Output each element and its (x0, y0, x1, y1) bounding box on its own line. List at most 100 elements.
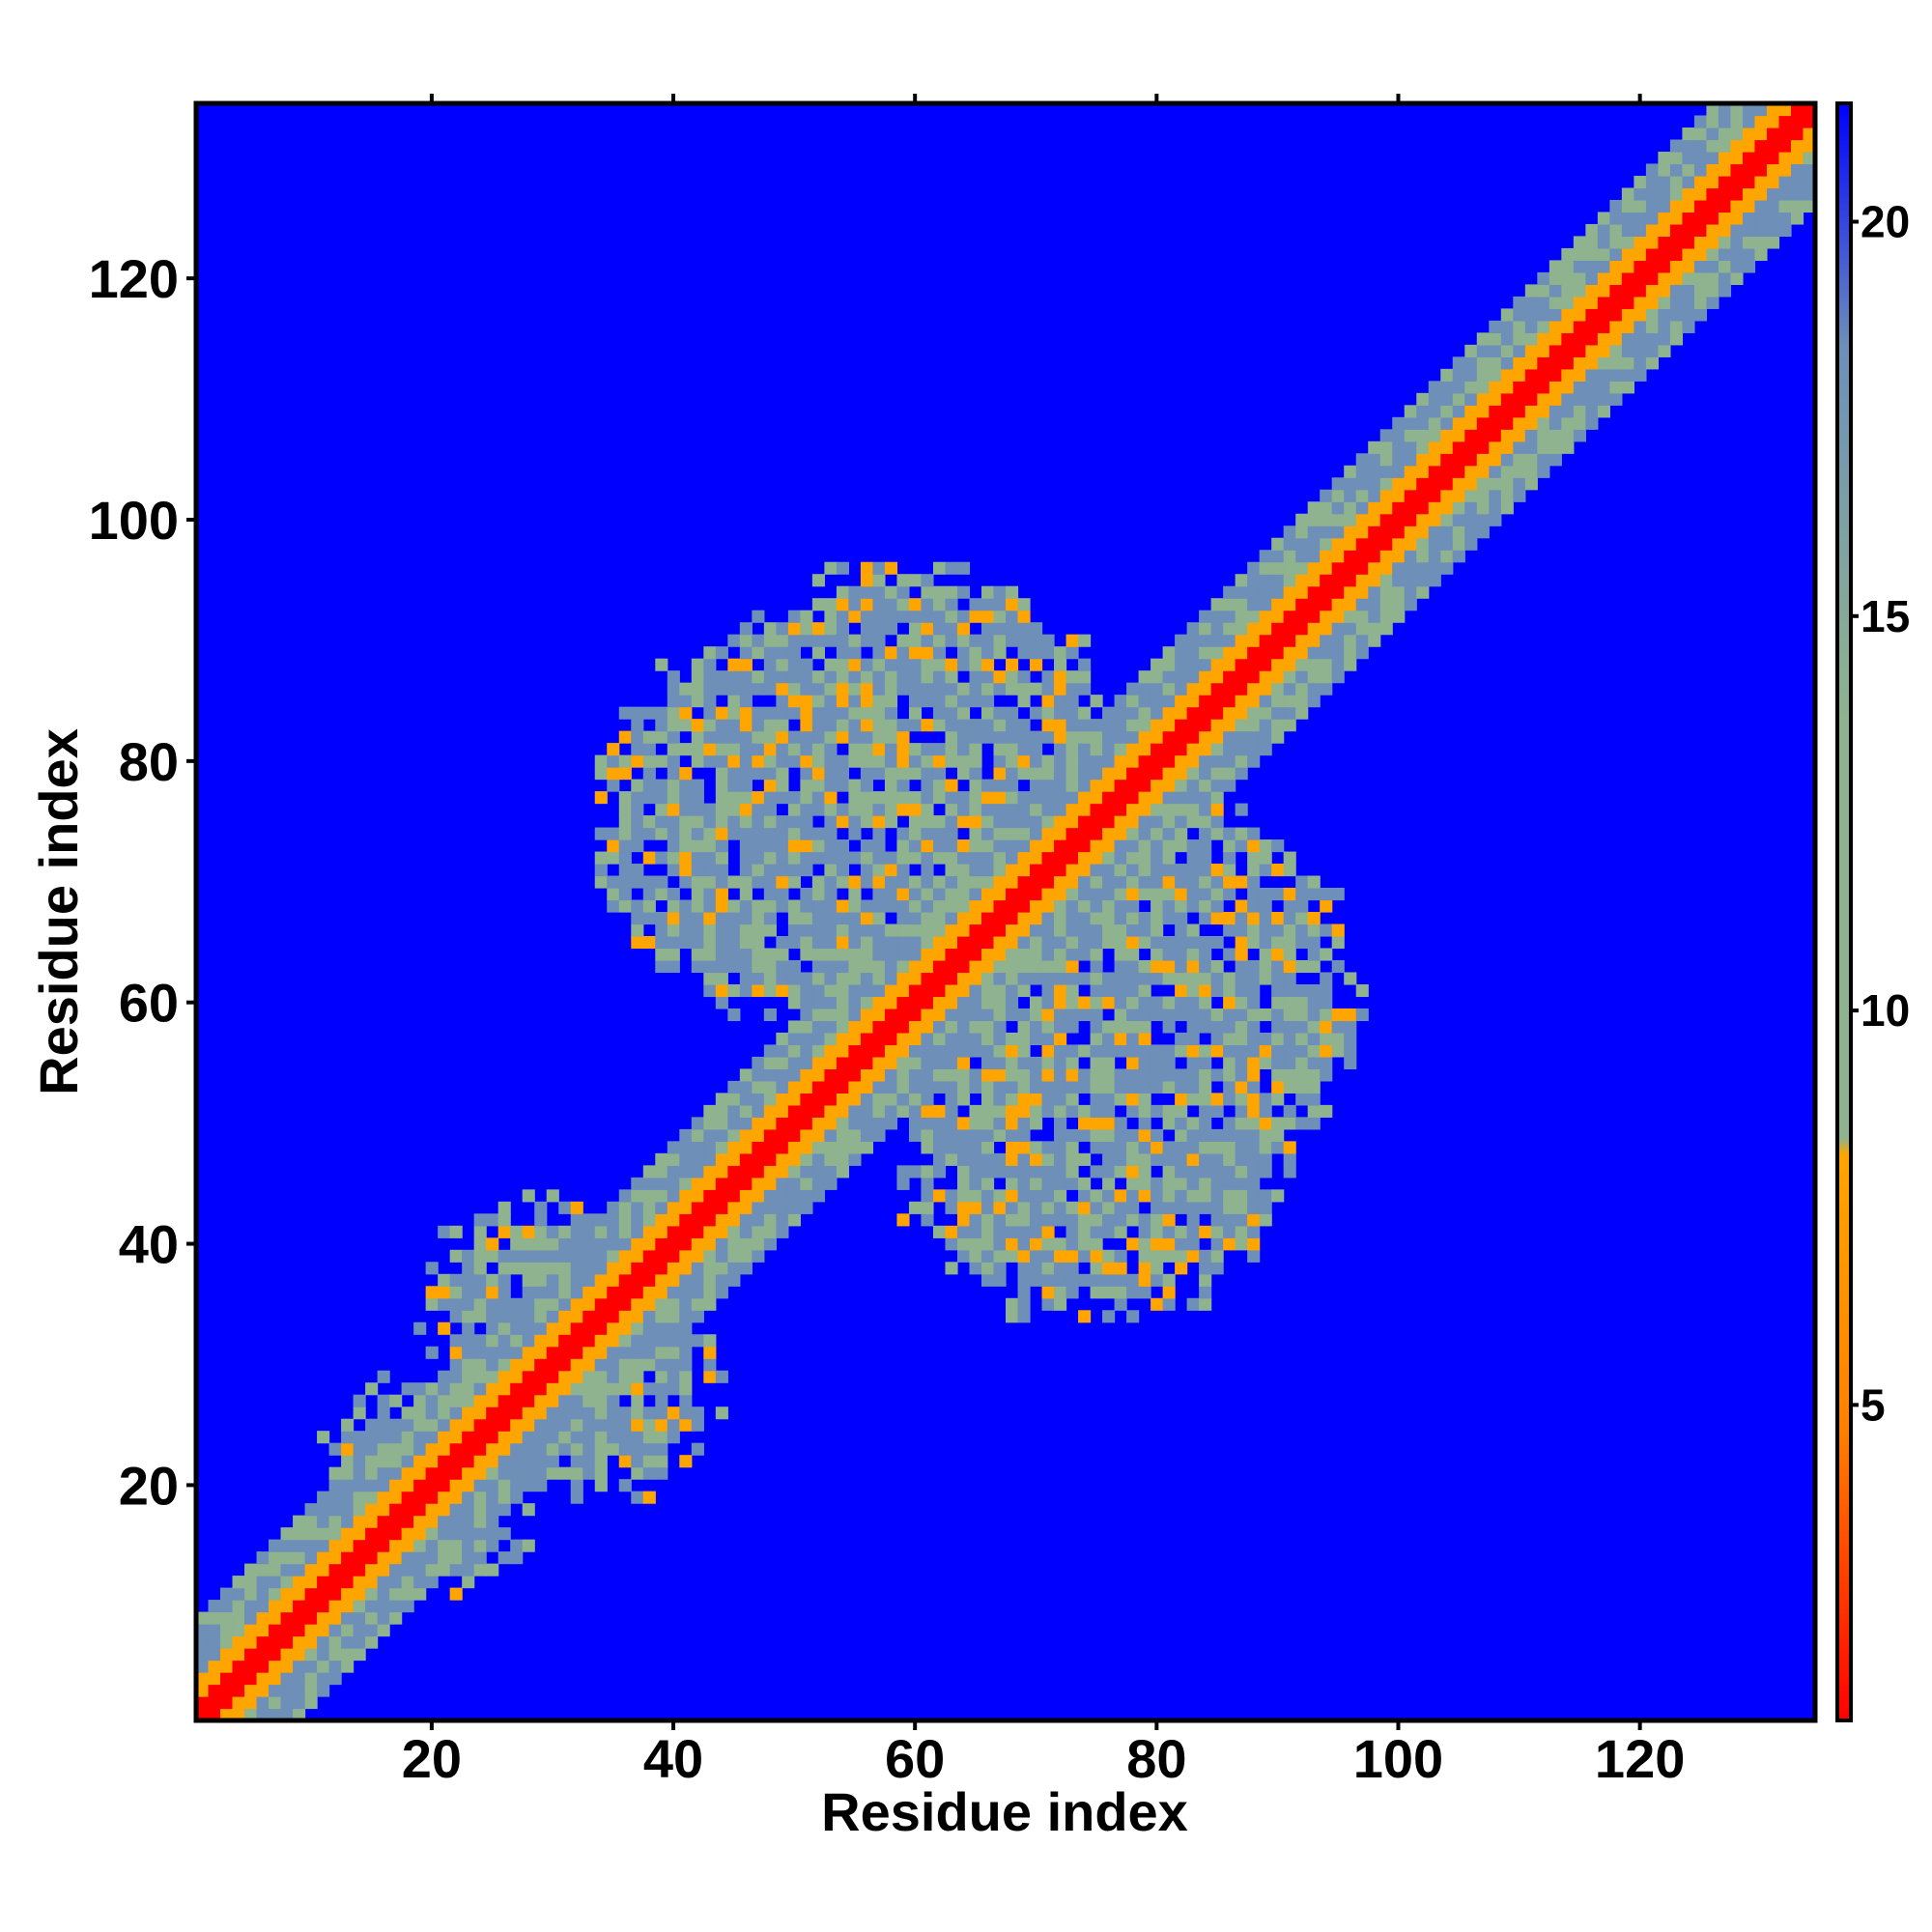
heatmap-cell (497, 1442, 511, 1456)
heatmap-cell (1223, 622, 1236, 636)
heatmap-cell (631, 1225, 644, 1238)
heatmap-cell (1186, 875, 1200, 889)
heatmap-cell (1235, 743, 1248, 756)
heatmap-cell (1271, 730, 1285, 744)
heatmap-cell (1065, 1128, 1079, 1142)
heatmap-cell (1295, 706, 1309, 720)
heatmap-cell (739, 1128, 753, 1142)
heatmap-cell (1259, 1117, 1272, 1130)
heatmap-cell (353, 1406, 366, 1420)
heatmap-cell (1223, 1225, 1236, 1238)
heatmap-cell (1126, 1310, 1140, 1323)
heatmap-cell (824, 695, 838, 708)
heatmap-cell (969, 670, 982, 684)
heatmap-cell (1006, 1297, 1019, 1311)
heatmap-cell (1585, 223, 1599, 238)
heatmap-cell (1428, 429, 1441, 442)
heatmap-cell (956, 875, 971, 889)
heatmap-cell (655, 1321, 668, 1335)
heatmap-cell (752, 610, 765, 623)
heatmap-cell (1162, 996, 1176, 1009)
heatmap-cell (787, 875, 801, 889)
heatmap-cell (1404, 465, 1417, 478)
heatmap-cell (715, 935, 728, 950)
heatmap-cell (1223, 610, 1236, 623)
heatmap-cell (607, 779, 620, 792)
heatmap-cell (969, 935, 982, 950)
heatmap-cell (1151, 754, 1164, 768)
heatmap-cell (752, 791, 765, 805)
heatmap-cell (993, 1080, 1007, 1094)
heatmap-cell (1151, 1262, 1164, 1275)
heatmap-cell (969, 1189, 982, 1203)
heatmap-cell (1706, 187, 1719, 201)
heatmap-cell (1138, 779, 1151, 792)
heatmap-cell (1452, 537, 1465, 551)
heatmap-cell (317, 1527, 330, 1541)
heatmap-cell (1090, 948, 1103, 961)
heatmap-cell (1162, 706, 1176, 720)
heatmap-cell (1199, 1201, 1212, 1214)
heatmap-cell (1223, 839, 1236, 853)
heatmap-cell (534, 1479, 548, 1492)
heatmap-cell (1151, 959, 1164, 974)
heatmap-cell (1693, 115, 1708, 128)
heatmap-cell (1693, 199, 1708, 213)
heatmap-cell (570, 1418, 583, 1432)
heatmap-cell (377, 1406, 390, 1420)
heatmap-cell (1307, 526, 1321, 539)
heatmap-cell (1030, 948, 1043, 961)
heatmap-cell (1573, 236, 1586, 249)
heatmap-cell (486, 1406, 499, 1420)
heatmap-cell (703, 754, 717, 768)
heatmap-cell (763, 706, 777, 720)
heatmap-cell (800, 1093, 813, 1106)
heatmap-cell (932, 935, 947, 950)
heatmap-cell (1669, 223, 1684, 238)
heatmap-cell (896, 1020, 910, 1034)
heatmap-cell (1803, 115, 1816, 128)
heatmap-cell (836, 646, 850, 660)
heatmap-cell (1017, 1201, 1031, 1214)
heatmap-cell (1392, 598, 1406, 611)
heatmap-cell (1138, 959, 1151, 974)
heatmap-cell (921, 767, 934, 781)
heatmap-cell (1295, 550, 1309, 563)
heatmap-cell (401, 1479, 414, 1492)
heatmap-cell (1718, 127, 1732, 141)
heatmap-cell (1030, 1273, 1043, 1287)
heatmap-cell (510, 1539, 524, 1552)
heatmap-cell (980, 1177, 995, 1190)
heatmap-cell (269, 1576, 282, 1589)
heatmap-cell (1295, 912, 1309, 925)
heatmap-cell (703, 670, 717, 684)
heatmap-cell (546, 1225, 559, 1238)
heatmap-cell (462, 1382, 475, 1396)
heatmap-cell (860, 719, 874, 732)
heatmap-cell (607, 767, 620, 781)
heatmap-cell (1307, 1056, 1321, 1069)
heatmap-cell (969, 1249, 982, 1263)
heatmap-cell (510, 1455, 524, 1468)
heatmap-cell (1271, 983, 1285, 998)
heatmap-cell (811, 706, 825, 720)
heatmap-cell (1138, 706, 1151, 720)
heatmap-cell (1054, 754, 1067, 768)
heatmap-cell (1476, 356, 1490, 370)
heatmap-cell (438, 1394, 451, 1407)
heatmap-cell (1030, 1020, 1043, 1034)
heatmap-cell (1054, 1020, 1067, 1034)
heatmap-cell (1778, 127, 1792, 141)
heatmap-cell (449, 1539, 463, 1552)
heatmap-cell (679, 743, 693, 756)
heatmap-cell (667, 839, 680, 853)
heatmap-cell (582, 1297, 596, 1311)
heatmap-cell (921, 996, 934, 1009)
heatmap-cell (280, 1684, 294, 1697)
heatmap-cell (1186, 935, 1200, 950)
heatmap-cell (449, 1479, 463, 1492)
heatmap-cell (1078, 1068, 1092, 1082)
heatmap-cell (1645, 199, 1660, 213)
heatmap-cell (896, 899, 910, 913)
heatmap-cell (945, 839, 958, 853)
